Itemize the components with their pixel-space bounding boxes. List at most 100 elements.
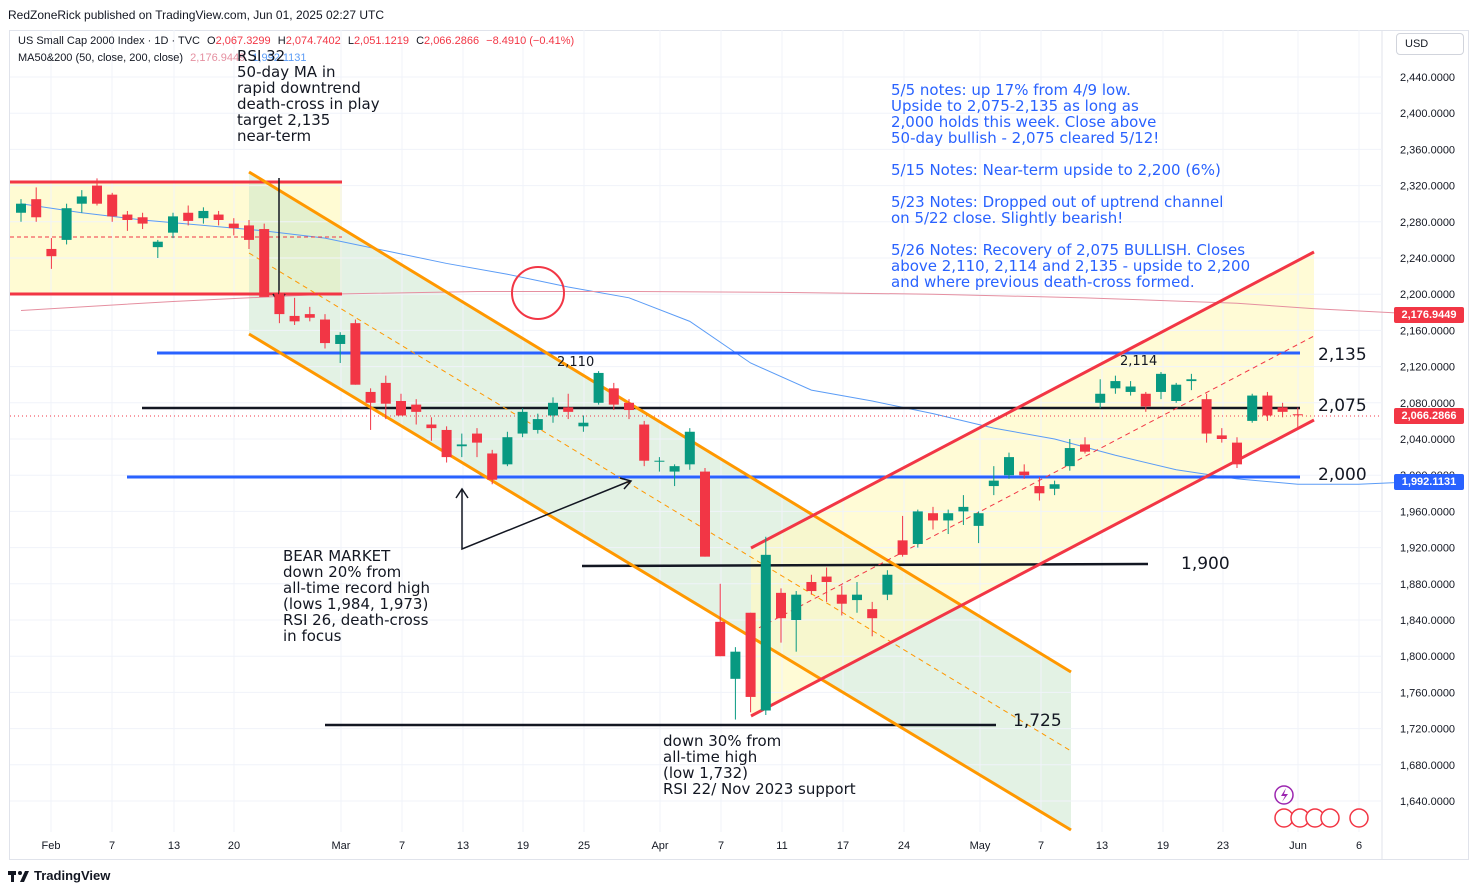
- candle-down: [1277, 407, 1288, 412]
- candle-down: [183, 212, 194, 221]
- annotation-down-30: down 30% from all-time high (low 1,732) …: [663, 732, 856, 798]
- ma200-price-tag: 2,176.9449: [1394, 307, 1464, 323]
- candle-down: [289, 315, 300, 322]
- y-axis: 1,640.0000 1,680.0000 1,720.0000 1,760.0000…: [1400, 72, 1455, 808]
- x-tick-label: Feb: [42, 840, 61, 852]
- candle-down: [1034, 486, 1045, 494]
- level-2135-label: 2,135: [1318, 345, 1367, 365]
- y-tick-label: 2,200.0000: [1400, 289, 1455, 301]
- currency-button[interactable]: USD: [1396, 33, 1464, 55]
- candle-down: [1216, 435, 1227, 439]
- candle-down: [31, 199, 42, 218]
- candle-down: [365, 391, 376, 403]
- candle-up: [1156, 373, 1166, 392]
- y-tick-label: 2,280.0000: [1400, 217, 1455, 229]
- top-bar: RedZoneRick published on TradingView.com…: [0, 0, 1479, 30]
- candle-up: [16, 203, 26, 213]
- candle-down: [821, 576, 832, 582]
- candle-up: [1095, 393, 1106, 403]
- candle-up: [958, 506, 969, 512]
- candle-up: [76, 196, 87, 204]
- candle-down: [867, 609, 878, 619]
- candle-down: [563, 407, 574, 412]
- level-1725-label: 1,725: [1013, 711, 1062, 731]
- y-tick-label: 2,120.0000: [1400, 362, 1455, 374]
- candle-down: [1232, 442, 1242, 465]
- candle-down: [92, 185, 102, 204]
- candle-up: [61, 208, 72, 240]
- candle-down: [304, 314, 315, 318]
- x-axis: Feb 7 13 20 Mar 7 13 19 25 Apr 7 11 17 24 May 7 13 19 23 Ju…: [42, 840, 1363, 852]
- candle-up: [1049, 484, 1060, 489]
- ma-label[interactable]: MA50&200 (50, close, 200, close): [18, 52, 184, 64]
- ma50-price-tag: 1,992.1131: [1394, 474, 1464, 490]
- candle-up: [168, 216, 178, 233]
- candle-up: [852, 594, 862, 601]
- change-value: −8.4910 (−0.41%): [486, 35, 575, 47]
- event-icons[interactable]: [1274, 785, 1369, 828]
- y-tick-label: 1,840.0000: [1400, 615, 1455, 627]
- level-2000-label: 2,000: [1318, 465, 1367, 485]
- candle-up: [988, 480, 999, 487]
- y-tick-label: 2,400.0000: [1400, 108, 1455, 120]
- candle-up: [943, 513, 954, 521]
- candle-down: [487, 453, 498, 480]
- y-tick-label: 2,080.0000: [1400, 398, 1455, 410]
- up-channel-upper: [750, 250, 1315, 550]
- candle-down: [639, 424, 650, 461]
- candle-down: [259, 229, 270, 297]
- candle-down: [715, 621, 726, 657]
- down-channel-mid: [248, 252, 1072, 752]
- lightning-glyph: [1281, 788, 1288, 802]
- level-2075-label: 2,075: [1318, 396, 1367, 416]
- y-tick-label: 2,320.0000: [1400, 181, 1455, 193]
- candle-up: [502, 437, 513, 465]
- x-tick-label: 17: [837, 840, 849, 852]
- candle-down: [624, 402, 634, 411]
- x-tick-label: 7: [109, 840, 115, 852]
- arrow-bear-market: [455, 477, 633, 551]
- candle-up: [456, 444, 467, 447]
- candle-down: [46, 248, 57, 257]
- c-value: 2,066.2866: [424, 35, 480, 47]
- x-tick-label: 6: [1356, 840, 1362, 852]
- x-tick-label: 13: [457, 840, 469, 852]
- candle-up: [198, 210, 209, 219]
- annotation-top-left: RSI 32 50-day MA in rapid downtrend deat…: [237, 47, 380, 145]
- x-tick-label: 13: [1096, 840, 1108, 852]
- candle-up: [882, 574, 893, 595]
- flag-us-icon[interactable]: [1349, 808, 1369, 828]
- x-tick-label: 11: [776, 840, 787, 852]
- note-5-26: 5/26 Notes: Recovery of 2,075 BULLISH. C…: [891, 241, 1251, 291]
- candle-down: [122, 214, 133, 220]
- candle-down: [1080, 444, 1090, 452]
- peak-2114-label: 2,114: [1120, 354, 1158, 369]
- footer-brand: TradingView: [14, 868, 110, 883]
- flag-us-icon[interactable]: [1320, 808, 1340, 828]
- x-tick-label: 7: [718, 840, 724, 852]
- tradingview-logo-icon-stem: [11, 871, 14, 882]
- note-5-15: 5/15 Notes: Near-term upside to 2,200 (6…: [891, 161, 1221, 179]
- x-tick-label: Mar: [332, 840, 351, 852]
- candle-down: [380, 382, 391, 404]
- candle-down: [320, 319, 330, 344]
- y-tick-label: 2,440.0000: [1400, 72, 1455, 84]
- x-tick-label: 7: [399, 840, 405, 852]
- candle-up: [517, 411, 528, 434]
- candle-down: [350, 323, 361, 385]
- down-channel-upper: [248, 170, 1072, 674]
- candle-down: [1201, 399, 1212, 434]
- candle-up: [730, 651, 741, 679]
- level-1900-line: [581, 562, 1149, 568]
- y-tick-label: 1,760.0000: [1400, 687, 1455, 699]
- symbol-title[interactable]: US Small Cap 2000 Index · 1D · TVC: [18, 35, 200, 47]
- y-tick-label: 2,240.0000: [1400, 253, 1455, 265]
- candle-down: [472, 433, 482, 443]
- o-label: O: [207, 35, 216, 47]
- legend-ohlc[interactable]: US Small Cap 2000 Index · 1D · TVC O 2,06…: [18, 35, 578, 47]
- candle-up: [532, 419, 543, 430]
- y-tick-label: 1,960.0000: [1400, 506, 1455, 518]
- x-tick-label: Jun: [1289, 840, 1307, 852]
- legend-ma[interactable]: MA50&200 (50, close, 200, close) 2,176.9…: [18, 52, 311, 64]
